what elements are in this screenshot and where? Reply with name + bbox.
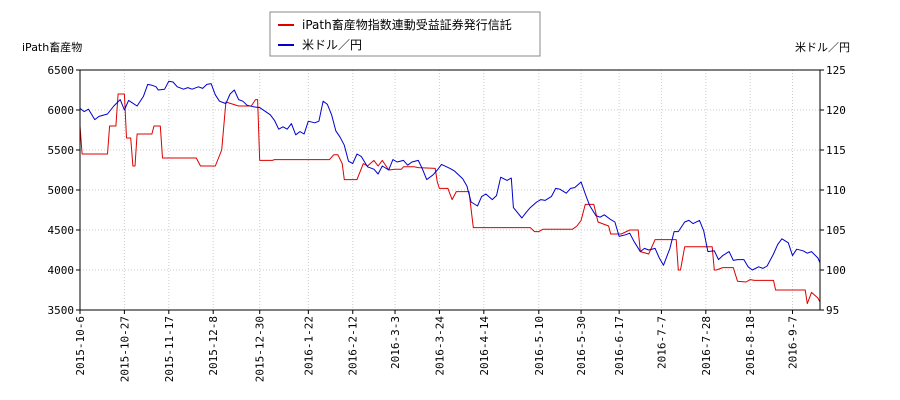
x-tick-label: 2016-7-28 (700, 316, 713, 376)
left-axis-title: iPath畜産物 (22, 40, 82, 54)
legend: iPath畜産物指数連動受益証券発行信託 米ドル／円 (269, 11, 541, 57)
x-tick-label: 2016-6-17 (613, 316, 626, 376)
x-tick-label: 2016-9-7 (787, 316, 800, 369)
x-tick-label: 2016-5-10 (533, 316, 546, 376)
axis-ticks: 3500 4000 4500 5000 5500 6000 6500 95 100 105 110 1… (48, 64, 846, 382)
left-tick-label: 5500 (48, 144, 75, 157)
grid-lines (80, 70, 820, 310)
x-tick-label: 2016-4-14 (478, 316, 491, 376)
legend-label-ipath: iPath畜産物指数連動受益証券発行信託 (302, 17, 512, 32)
left-tick-label: 3500 (48, 304, 75, 317)
x-tick-label: 2016-2-12 (347, 316, 360, 376)
x-tick-label: 2016-3-24 (433, 316, 446, 376)
left-tick-label: 6000 (48, 104, 75, 117)
x-tick-label: 2015-10-27 (118, 316, 131, 382)
x-tick-label: 2016-5-30 (575, 316, 588, 376)
x-tick-label: 2016-7-7 (655, 316, 668, 369)
series-line-usdjpy (79, 80, 821, 271)
right-tick-label: 115 (826, 144, 846, 157)
right-tick-label: 110 (826, 184, 846, 197)
right-tick-label: 100 (826, 264, 846, 277)
x-tick-label: 2015-12-30 (254, 316, 267, 382)
series-lines (79, 80, 821, 305)
right-axis-title: 米ドル／円 (795, 41, 850, 54)
left-tick-label: 6500 (48, 64, 75, 77)
left-tick-label: 4000 (48, 264, 75, 277)
x-tick-label: 2016-3-3 (389, 316, 402, 369)
x-tick-label: 2015-12-8 (207, 316, 220, 376)
legend-label-usdjpy: 米ドル／円 (302, 38, 362, 52)
x-tick-label: 2015-11-17 (163, 316, 176, 382)
right-tick-label: 105 (826, 224, 846, 237)
left-tick-label: 4500 (48, 224, 75, 237)
x-tick-label: 2016-8-18 (744, 316, 757, 376)
x-tick-label: 2016-1-22 (302, 316, 315, 376)
right-tick-label: 120 (826, 104, 846, 117)
series-line-ipath (79, 93, 821, 305)
left-tick-label: 5000 (48, 184, 75, 197)
right-tick-label: 125 (826, 64, 846, 77)
x-tick-label: 2015-10-6 (74, 316, 87, 376)
right-tick-label: 95 (826, 304, 839, 317)
legend-box (269, 11, 541, 57)
